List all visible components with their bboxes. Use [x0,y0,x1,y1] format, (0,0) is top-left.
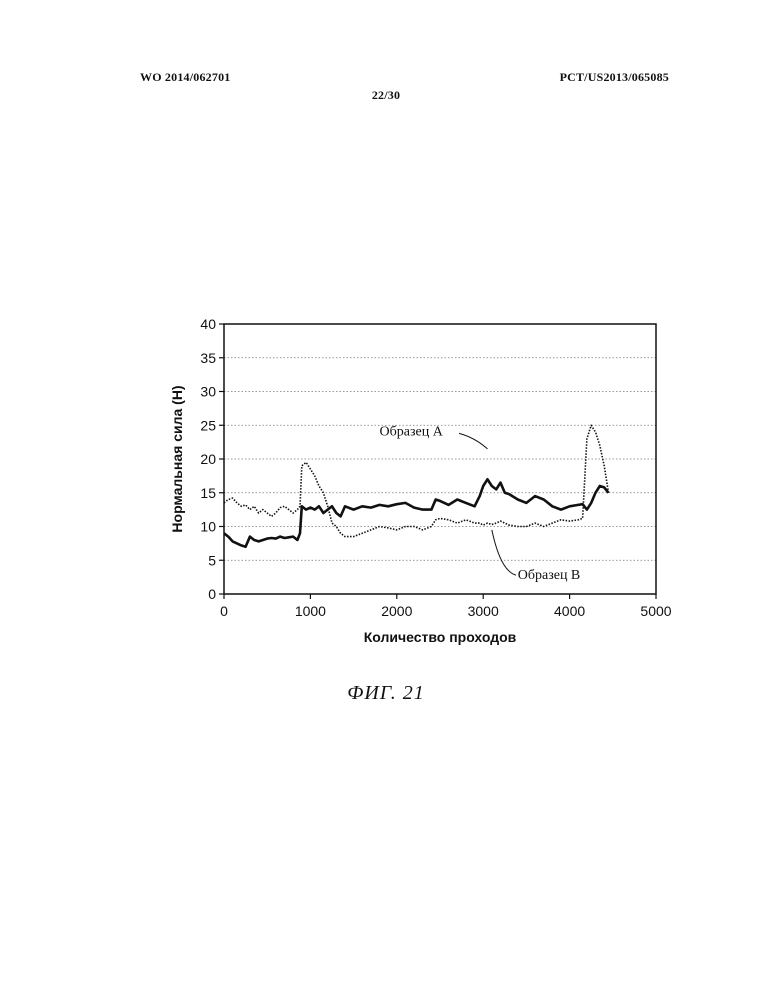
y-tick-label: 0 [208,586,216,602]
series-sample-b-line [224,425,609,536]
x-axis-label: Количество проходов [364,629,517,645]
figure-caption: ФИГ. 21 [0,682,772,705]
x-tick-label: 3000 [468,603,499,619]
normal-force-chart: 0 5 10 15 20 25 30 35 40 0 1000 2000 3000 4000 5000 Ко… [0,0,772,700]
y-tick-label: 35 [200,350,216,366]
y-tick-label: 5 [208,552,216,568]
annotation-sample-a-arrow [459,433,488,449]
y-axis-label: Нормальная сила (Н) [169,385,185,532]
x-tick-label: 2000 [381,603,412,619]
annotation-sample-a: Образец A [380,424,444,439]
x-tick-label: 4000 [554,603,585,619]
y-tick-label: 10 [200,519,216,535]
plot-frame [224,324,656,594]
annotation-sample-b-arrow [492,530,516,575]
annotation-sample-b: Образец B [518,568,581,583]
x-tick-label: 1000 [295,603,326,619]
grid-lines [224,358,656,561]
y-tick-label: 25 [200,417,216,433]
y-tick-label: 20 [200,451,216,467]
x-tick-label: 5000 [640,603,671,619]
series-sample-a-line [224,479,609,547]
y-tick-label: 40 [200,316,216,332]
y-tick-label: 30 [200,384,216,400]
series-layer [224,425,609,547]
x-tick-label: 0 [220,603,228,619]
y-tick-label: 15 [200,485,216,501]
axis-ticks: 0 5 10 15 20 25 30 35 40 0 1000 2000 3000 4000 5000 [200,316,671,619]
